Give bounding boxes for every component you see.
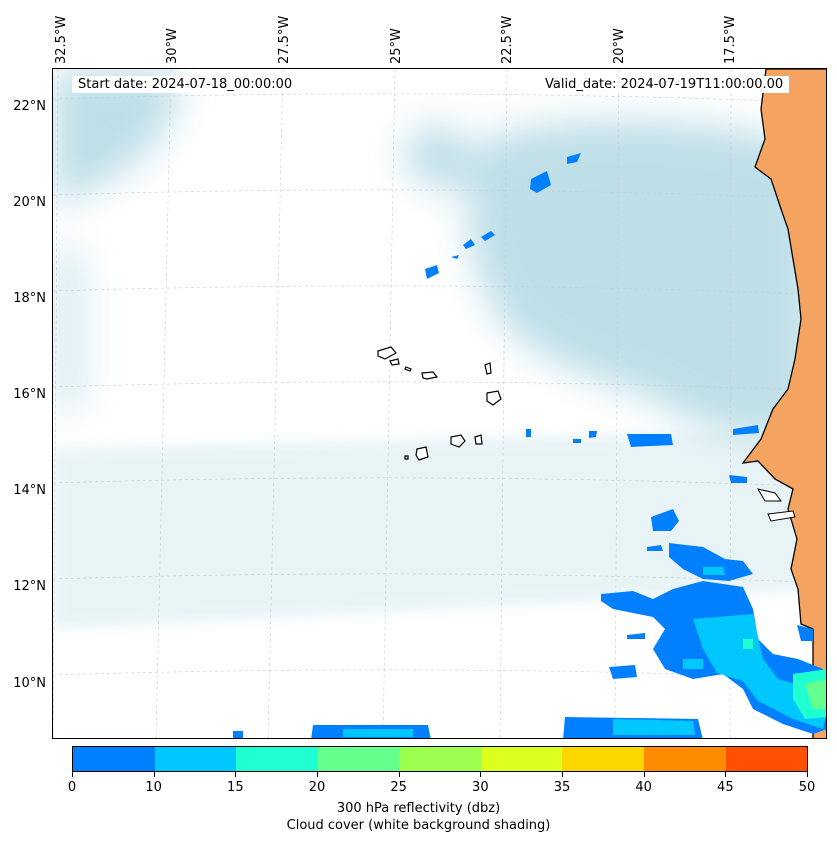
colorbar-tick-label: 40 bbox=[635, 780, 652, 795]
colorbar-tick bbox=[725, 772, 727, 777]
colorbar-tick bbox=[807, 772, 808, 777]
longitude-label: 17.5°W bbox=[723, 15, 738, 64]
colorbar-segment bbox=[399, 747, 481, 771]
colorbar-segment bbox=[562, 747, 644, 771]
reflectivity-shading-10-15 bbox=[343, 567, 826, 737]
colorbar-tick-label: 10 bbox=[145, 780, 162, 795]
colorbar-tick bbox=[153, 772, 155, 777]
latitude-label: 10°N bbox=[13, 676, 46, 691]
longitude-label: 32.5°W bbox=[54, 15, 69, 64]
colorbar bbox=[72, 746, 808, 772]
colorbar-tick-label: 15 bbox=[227, 780, 244, 795]
colorbar-segment bbox=[643, 747, 726, 771]
colorbar-tick-label: 25 bbox=[390, 780, 407, 795]
colorbar-tick bbox=[235, 772, 237, 777]
latitude-label: 16°N bbox=[13, 387, 46, 402]
longitude-label: 20°W bbox=[612, 28, 627, 64]
colorbar-tick-label: 45 bbox=[717, 780, 734, 795]
colorbar-segment bbox=[725, 747, 808, 771]
colorbar-tick-label: 0 bbox=[67, 780, 77, 795]
colorbar-tick bbox=[398, 772, 400, 777]
longitude-label: 22.5°W bbox=[500, 15, 515, 64]
latitude-label: 12°N bbox=[13, 579, 46, 594]
colorbar-tick bbox=[72, 772, 73, 777]
colorbar-tick-label: 35 bbox=[553, 780, 571, 795]
colorbar-segment bbox=[154, 747, 237, 771]
colorbar-tick bbox=[562, 772, 563, 777]
colorbar-segment bbox=[236, 747, 318, 771]
colorbar-label-cloud-cover: Cloud cover (white background shading) bbox=[286, 818, 551, 833]
colorbar-tick-label: 20 bbox=[308, 780, 326, 795]
coast-detail bbox=[756, 488, 782, 502]
colorbar-segment bbox=[480, 747, 563, 771]
colorbar-tick bbox=[643, 772, 645, 777]
map-frame[interactable] bbox=[52, 68, 827, 739]
latitude-label: 20°N bbox=[13, 195, 46, 210]
start-date-label: Start date: 2024-07-18_00:00:00 bbox=[72, 76, 299, 93]
longitude-label: 30°W bbox=[165, 28, 180, 64]
colorbar-tick-label: 50 bbox=[798, 780, 816, 795]
reflectivity-shading-20-25 bbox=[805, 679, 826, 709]
colorbar-tick bbox=[317, 772, 318, 777]
cloud-cover-shading bbox=[53, 69, 813, 438]
latitude-label: 18°N bbox=[13, 291, 46, 306]
longitude-label: 25°W bbox=[389, 28, 404, 64]
colorbar-label-reflectivity: 300 hPa reflectivity (dbz) bbox=[336, 801, 501, 816]
colorbar-segment bbox=[317, 747, 400, 771]
cape-verde-islands bbox=[377, 346, 502, 461]
colorbar-segment bbox=[73, 747, 155, 771]
colorbar-tick bbox=[480, 772, 482, 777]
map-canvas[interactable] bbox=[53, 69, 827, 739]
colorbar-tick-label: 30 bbox=[472, 780, 489, 795]
longitude-label: 27.5°W bbox=[277, 15, 292, 64]
coast-detail bbox=[767, 510, 796, 522]
latitude-label: 14°N bbox=[13, 483, 46, 498]
africa-land bbox=[741, 69, 826, 738]
latitude-label: 22°N bbox=[13, 99, 46, 114]
valid-date-label: Valid_date: 2024-07-19T11:00:00.00 bbox=[539, 76, 790, 93]
